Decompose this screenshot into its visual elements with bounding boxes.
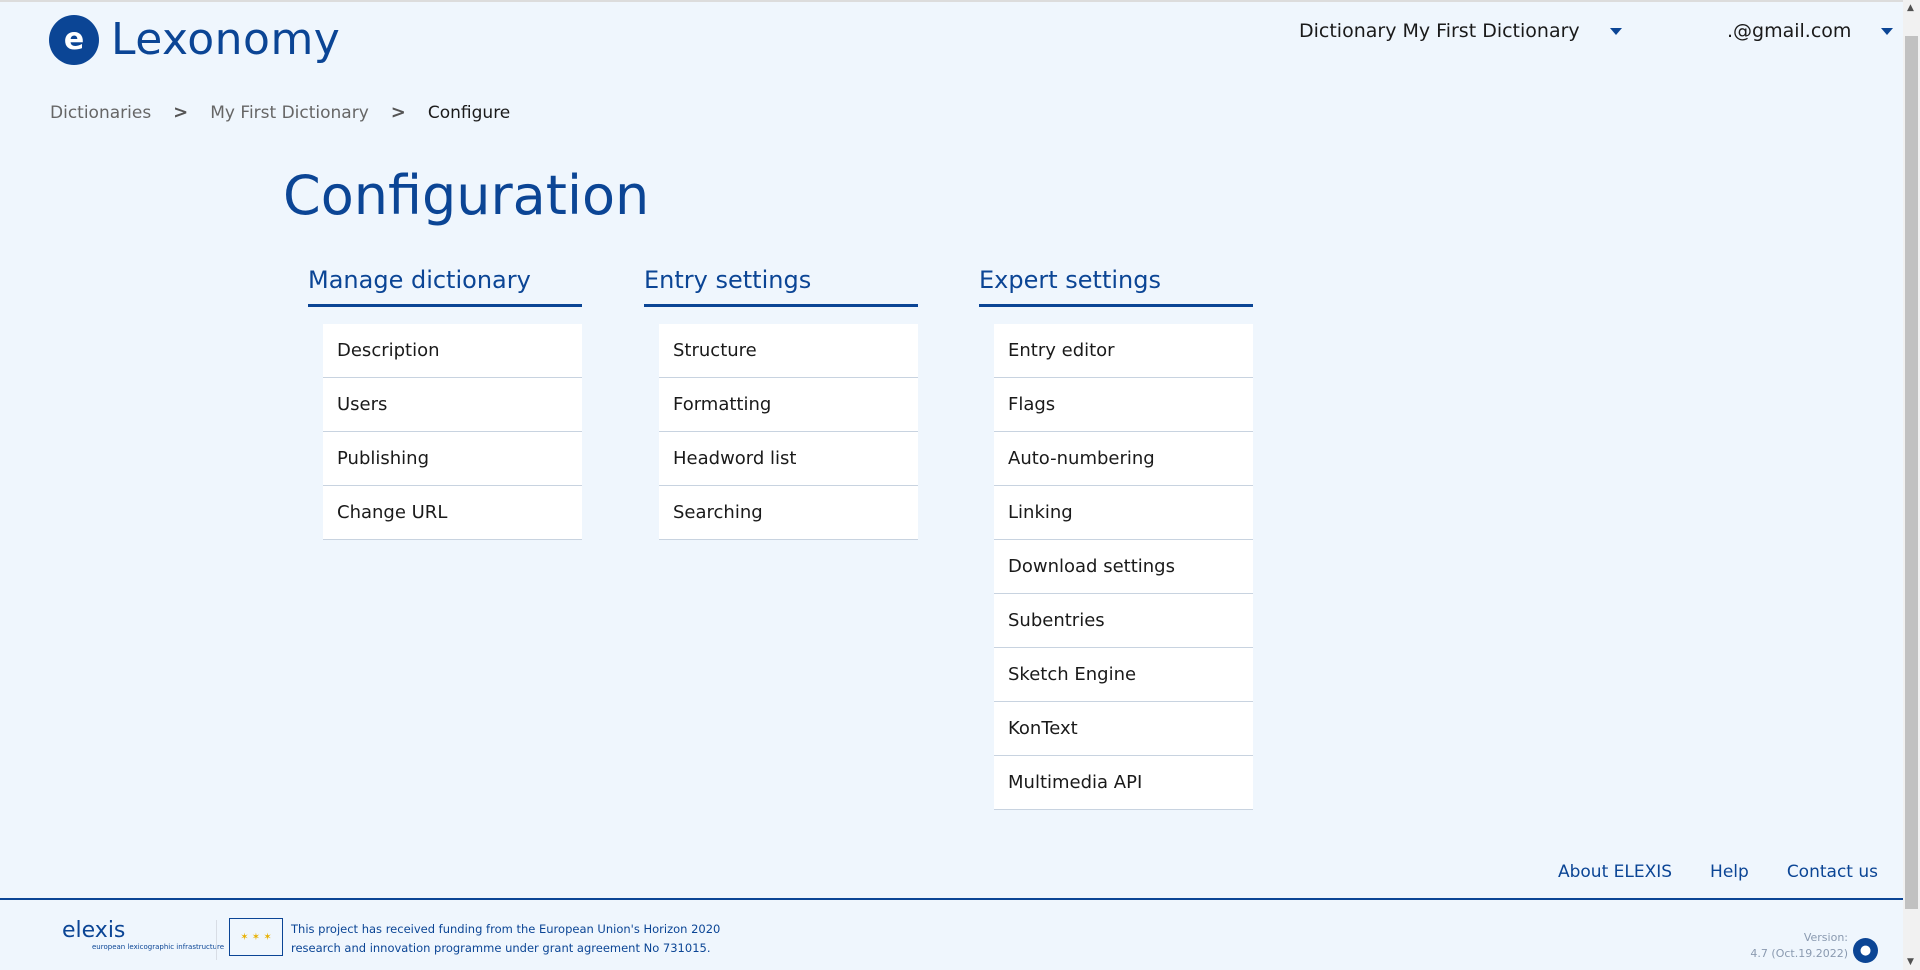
section-manage-dictionary: Manage dictionary Description Users Publ…	[308, 262, 582, 540]
funding-notice: This project has received funding from t…	[291, 922, 721, 955]
menu-item-headword-list[interactable]: Headword list	[659, 432, 918, 486]
breadcrumb: Dictionaries > My First Dictionary > Con…	[50, 102, 510, 123]
menu-item-multimedia-api[interactable]: Multimedia API	[994, 756, 1253, 810]
chevron-right-icon: >	[390, 102, 406, 123]
scroll-up-icon[interactable]: ▲	[1907, 3, 1914, 13]
menu-item-structure[interactable]: Structure	[659, 324, 918, 378]
caret-down-icon	[1609, 27, 1622, 35]
github-icon[interactable]: ●	[1853, 938, 1878, 963]
section-title: Entry settings	[644, 262, 918, 307]
menu-item-entry-editor[interactable]: Entry editor	[994, 324, 1253, 378]
help-link[interactable]: Help	[1710, 862, 1749, 882]
section-title: Expert settings	[979, 262, 1253, 307]
menu-item-flags[interactable]: Flags	[994, 378, 1253, 432]
menu-item-formatting[interactable]: Formatting	[659, 378, 918, 432]
menu-item-sketch-engine[interactable]: Sketch Engine	[994, 648, 1253, 702]
version-info: Version: 4.7 (Oct.19.2022)	[1750, 931, 1848, 960]
menu-item-auto-numbering[interactable]: Auto-numbering	[994, 432, 1253, 486]
menu-item-searching[interactable]: Searching	[659, 486, 918, 540]
breadcrumb-dictionary[interactable]: My First Dictionary	[210, 102, 369, 123]
dictionary-menu-label: Dictionary My First Dictionary	[1299, 20, 1580, 42]
menu-item-subentries[interactable]: Subentries	[994, 594, 1253, 648]
top-border	[0, 0, 1903, 2]
caret-down-icon	[1881, 27, 1894, 35]
footer-links: About ELEXIS Help Contact us	[1558, 862, 1878, 882]
scroll-down-icon[interactable]: ▼	[1907, 957, 1914, 967]
scrollbar[interactable]: ▲ ▼	[1903, 0, 1920, 970]
menu-item-kontext[interactable]: KonText	[994, 702, 1253, 756]
menu-item-linking[interactable]: Linking	[994, 486, 1253, 540]
app-name: Lexonomy	[111, 14, 341, 65]
menu-item-description[interactable]: Description	[323, 324, 582, 378]
section-title: Manage dictionary	[308, 262, 582, 307]
breadcrumb-current: Configure	[427, 102, 511, 123]
menu-item-download-settings[interactable]: Download settings	[994, 540, 1253, 594]
about-elexis-link[interactable]: About ELEXIS	[1557, 862, 1673, 882]
chevron-right-icon: >	[173, 102, 189, 123]
footer-separator	[216, 920, 217, 960]
section-entry-settings: Entry settings Structure Formatting Head…	[644, 262, 918, 540]
lexonomy-logo[interactable]: e Lexonomy	[49, 14, 340, 65]
page-title: Configuration	[283, 164, 650, 227]
lexonomy-head-icon: e	[49, 14, 99, 65]
user-menu-label: .@gmail.com	[1727, 20, 1852, 42]
contact-us-link[interactable]: Contact us	[1786, 862, 1878, 882]
eu-flag-icon: ✶ ✶ ✶	[229, 918, 283, 956]
breadcrumb-dictionaries[interactable]: Dictionaries	[50, 102, 152, 123]
section-expert-settings: Expert settings Entry editor Flags Auto-…	[979, 262, 1253, 810]
scrollbar-thumb[interactable]	[1905, 36, 1918, 909]
menu-item-publishing[interactable]: Publishing	[323, 432, 582, 486]
menu-item-users[interactable]: Users	[323, 378, 582, 432]
user-menu[interactable]: .@gmail.com	[1727, 20, 1894, 42]
dictionary-menu[interactable]: Dictionary My First Dictionary	[1299, 20, 1622, 42]
menu-item-change-url[interactable]: Change URL	[323, 486, 582, 540]
footer-divider	[0, 898, 1903, 900]
elexis-logo[interactable]: elexis european lexicographic infrastruc…	[62, 918, 225, 951]
